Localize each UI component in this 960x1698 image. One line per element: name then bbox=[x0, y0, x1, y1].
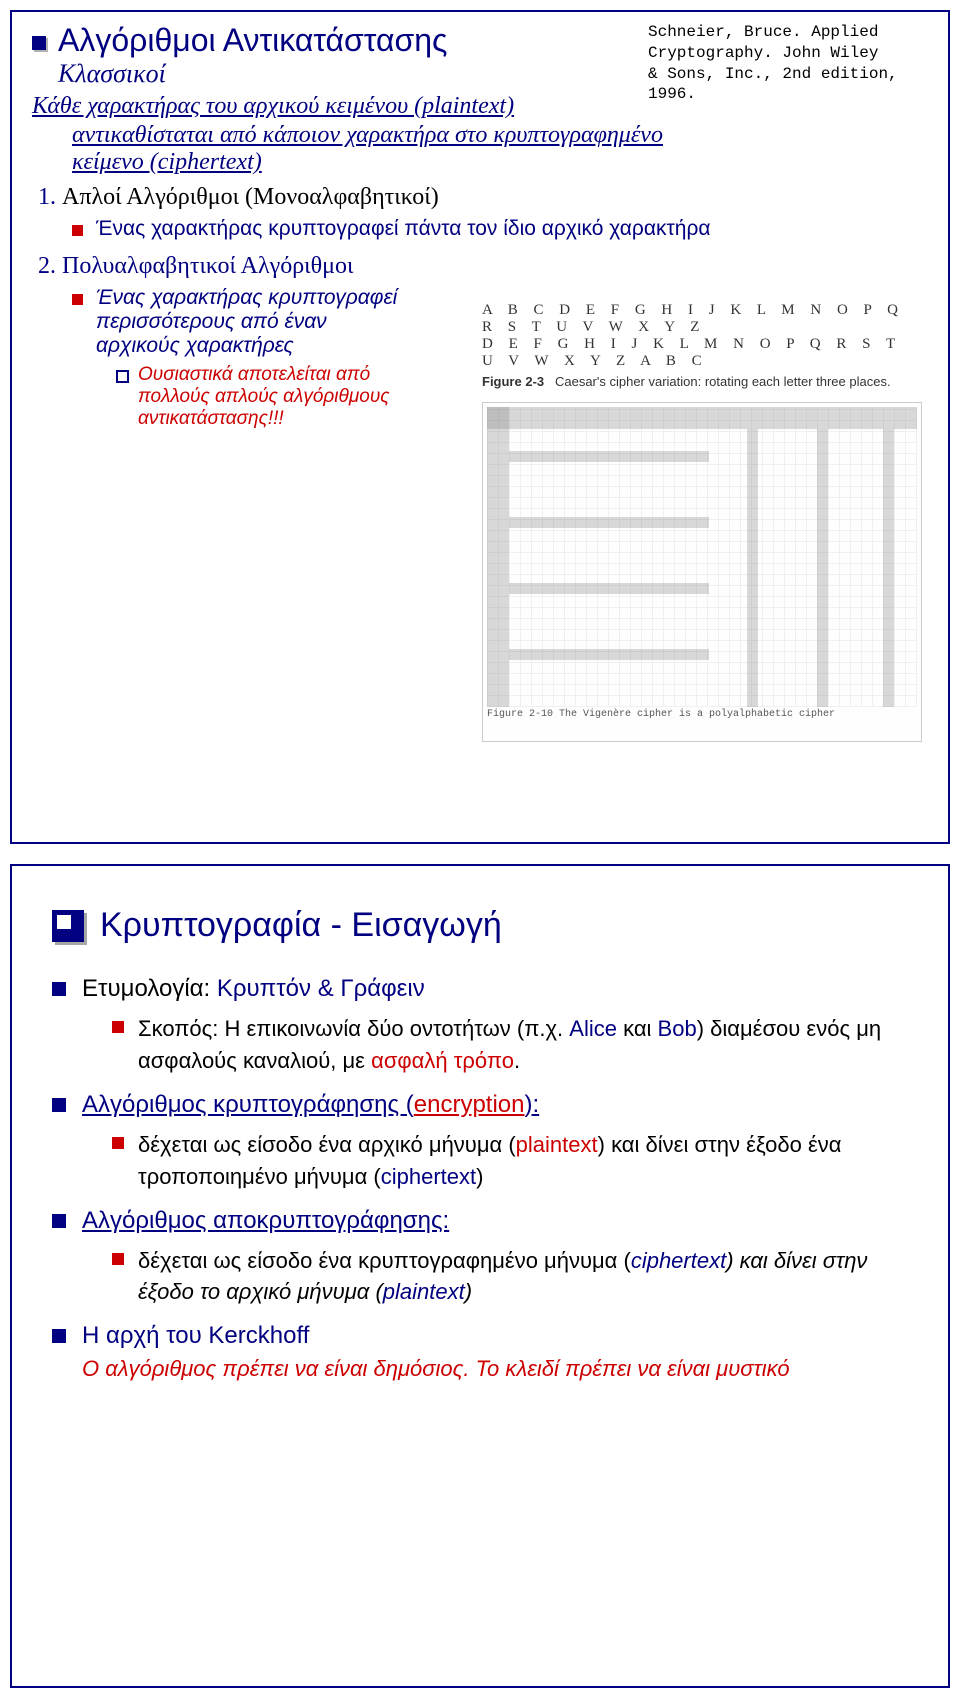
encryption-item: Αλγόριθμος κρυπτογράφησης (encryption): … bbox=[52, 1091, 928, 1193]
text-line: Ένας χαρακτήρας κρυπτογραφεί bbox=[96, 286, 397, 309]
vigenere-caption: Figure 2-10 The Vigenère cipher is a pol… bbox=[487, 709, 917, 720]
intro-text: αντικαθίσταται από κάποιον χαρακτήρα στο… bbox=[72, 122, 663, 148]
fig-label-text: Caesar's cipher variation: rotating each… bbox=[555, 374, 891, 389]
text-line: Ουσιαστικά αποτελείται από bbox=[138, 364, 370, 385]
bullet-inner-square bbox=[57, 915, 71, 929]
slide2-title-block: Κρυπτογραφία - Εισαγωγή bbox=[52, 906, 928, 945]
alpha-row-1: A B C D E F G H I J K L M N O P Q R S T … bbox=[482, 302, 912, 336]
intro-line: αντικαθίσταται από κάποιον χαρακτήρα στο… bbox=[72, 122, 928, 176]
enc-label-post: ): bbox=[524, 1091, 539, 1118]
text-line: αντικατάστασης!!! bbox=[138, 408, 284, 429]
text-line: αρχικούς χαρακτήρες bbox=[96, 334, 294, 357]
kerckhoff-item: H αρχή του Kerckhoff Ο αλγόριθμος πρέπει… bbox=[52, 1322, 928, 1382]
figure-2-3: A B C D E F G H I J K L M N O P Q R S T … bbox=[482, 302, 912, 389]
item2-sub2: Ουσιαστικά αποτελείται από πολλούς απλού… bbox=[116, 364, 416, 430]
intro-text: κείμενο (ciphertext) bbox=[72, 149, 262, 175]
scope-bob: Bob bbox=[658, 1016, 697, 1041]
dec-label: Αλγόριθμος αποκρυπτογράφησης: bbox=[82, 1207, 449, 1234]
vigenere-grid bbox=[487, 407, 917, 707]
enc-label-pre: Αλγόριθμος κρυπτογράφησης ( bbox=[82, 1091, 414, 1118]
etym-pre: Ετυμολογία: bbox=[82, 975, 217, 1002]
kerck-name: Kerckhoff bbox=[208, 1322, 309, 1349]
enc-sub: δέχεται ως είσοδο ένα αρχικό μήνυμα (pla… bbox=[112, 1129, 928, 1193]
fig-label-bold: Figure 2-3 bbox=[482, 374, 544, 389]
slide-2: Κρυπτογραφία - Εισαγωγή Ετυμολογία: Κρυπ… bbox=[10, 864, 950, 1688]
dec-t: δέχεται ως είσοδο ένα κρυπτογραφημένο μή… bbox=[138, 1248, 631, 1273]
enc-t: ) bbox=[476, 1164, 483, 1189]
slide2-main-list: Ετυμολογία: Κρυπτόν & Γράφειν Σκοπός: Η … bbox=[32, 975, 928, 1382]
etym-item: Ετυμολογία: Κρυπτόν & Γράφειν Σκοπός: Η … bbox=[52, 975, 928, 1077]
alpha-row-2: D E F G H I J K L M N O P Q R S T U V W … bbox=[482, 336, 912, 370]
text-line: περισσότερους από έναν bbox=[96, 310, 327, 333]
title-bullet-icon bbox=[52, 910, 84, 942]
title-bullet-icon bbox=[32, 36, 46, 50]
citation-box: Schneier, Bruce. Applied Cryptography. J… bbox=[648, 22, 928, 105]
kerck-pre: H αρχή του bbox=[82, 1322, 208, 1349]
scope-mid: και bbox=[617, 1016, 658, 1041]
scope-alice: Alice bbox=[569, 1016, 617, 1041]
figure-vigenere: Figure 2-10 The Vigenère cipher is a pol… bbox=[482, 402, 922, 742]
dec-plain: plaintext bbox=[383, 1279, 465, 1304]
item1-label: Απλοί Αλγόριθμοι (Μονοαλφαβητικοί) bbox=[62, 184, 439, 210]
scope-item: Σκοπός: Η επικοινωνία δύο οντοτήτων (π.χ… bbox=[112, 1013, 928, 1077]
list-item-1: Απλοί Αλγόριθμοι (Μονοαλφαβητικοί) Ένας … bbox=[62, 184, 928, 241]
citation-line: & Sons, Inc., 2nd edition, bbox=[648, 65, 898, 83]
citation-line: Schneier, Bruce. Applied bbox=[648, 23, 878, 41]
item2-label: Πολυαλφαβητικοί Αλγόριθμοι bbox=[62, 253, 353, 279]
kerck-sub: Ο αλγόριθμος πρέπει να είναι δημόσιος. Τ… bbox=[82, 1356, 928, 1382]
enc-label-word: encryption bbox=[414, 1091, 525, 1118]
text-line: πολλούς απλούς αλγόριθμους bbox=[138, 386, 390, 407]
scope-text: Σκοπός: Η επικοινωνία δύο οντοτήτων (π.χ… bbox=[138, 1016, 569, 1041]
scope-safe: ασφαλή τρόπο bbox=[371, 1048, 514, 1073]
citation-line: 1996. bbox=[648, 85, 696, 103]
figure-2-3-label: Figure 2-3 Caesar's cipher variation: ro… bbox=[482, 374, 912, 389]
item1-sub: Ένας χαρακτήρας κρυπτογραφεί πάντα τον ί… bbox=[72, 217, 928, 241]
dec-cipher: ciphertext bbox=[631, 1248, 726, 1273]
citation-line: Cryptography. John Wiley bbox=[648, 44, 878, 62]
dec-t: ) bbox=[465, 1279, 472, 1304]
enc-plain: plaintext bbox=[516, 1132, 598, 1157]
scope-dot: . bbox=[514, 1048, 520, 1073]
decryption-item: Αλγόριθμος αποκρυπτογράφησης: δέχεται ως… bbox=[52, 1207, 928, 1309]
slide-1: Schneier, Bruce. Applied Cryptography. J… bbox=[10, 10, 950, 844]
enc-cipher: ciphertext bbox=[381, 1164, 476, 1189]
item1-sub-text: Ένας χαρακτήρας κρυπτογραφεί πάντα τον ί… bbox=[96, 217, 711, 240]
item2-sub1: Ένας χαρακτήρας κρυπτογραφεί περισσότερο… bbox=[72, 286, 416, 430]
scope-t: ) διαμέσου ενός bbox=[697, 1016, 857, 1041]
slide2-title: Κρυπτογραφία - Εισαγωγή bbox=[100, 906, 502, 945]
enc-t: δέχεται ως είσοδο ένα αρχικό μήνυμα ( bbox=[138, 1132, 516, 1157]
etym-bold: Κρυπτόν & Γράφειν bbox=[217, 975, 425, 1002]
dec-sub: δέχεται ως είσοδο ένα κρυπτογραφημένο μή… bbox=[112, 1245, 928, 1309]
scope-t: καναλιού, με bbox=[237, 1048, 371, 1073]
